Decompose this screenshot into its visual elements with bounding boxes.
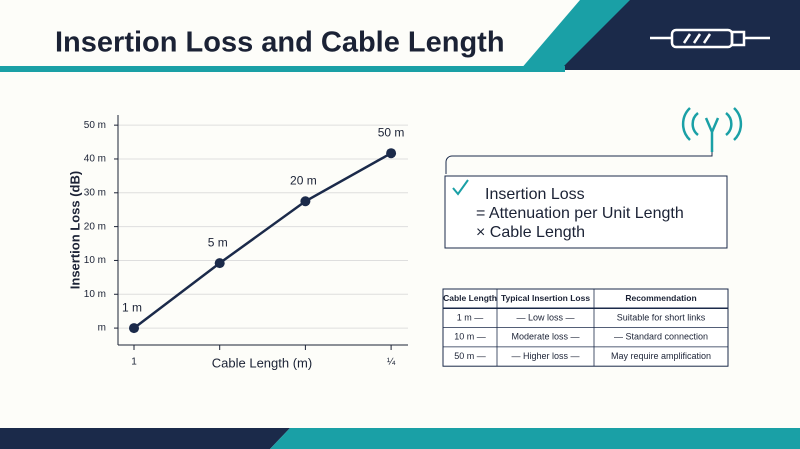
y-tick-label: 40 m [84,154,106,165]
table-cell: 1 m — [457,312,484,322]
footer-dark [0,428,290,449]
header-rule [0,66,565,72]
point-label: 50 m [378,125,405,139]
cable-icon [650,28,770,49]
title: Insertion Loss and Cable Length [55,27,505,59]
point [214,258,225,269]
table-cell: Suitable for short links [617,312,706,322]
table-cell: May require amplification [611,351,711,361]
y-axis-label: Insertion Loss (dB) [67,171,82,289]
table: Cable Length Typical Insertion Loss Recomm… [442,288,729,367]
y-tick-label: 10 m [84,289,106,300]
point [300,196,311,207]
point [386,148,397,159]
chart: Insertion Loss (dB) Cable Length (m) m 10… [67,115,408,370]
table-cell: Moderate loss — [511,332,579,342]
table-cell: — Standard connection [614,332,708,342]
point-label: 1 m [122,300,142,314]
x-axis-label: Cable Length (m) [212,355,312,370]
column-header: Recommendation [625,293,696,303]
x-tick-label: ¼ [387,356,396,368]
x-tick-label: 1 [131,357,137,368]
antenna-icon [681,107,743,152]
formula-line: = Attenuation per Unit Length [476,205,684,222]
column-header: Cable Length [443,293,497,303]
table-cell: 10 m — [454,332,486,342]
column-header: Typical Insertion Loss [501,293,590,303]
y-tick-label: 30 m [84,187,106,198]
y-tick-label: m [98,323,106,334]
y-tick-label: 10 m [84,255,106,266]
y-tick-label: 50 m [84,120,106,131]
point-label: 5 m [208,235,228,249]
formula-line: Insertion Loss [485,186,585,203]
table-cell: 50 m — [454,351,486,361]
table-cell: — Low loss — [516,312,574,322]
connector-line [445,152,713,174]
footer-accent [270,428,800,449]
formula-box [444,175,728,249]
point [129,323,139,334]
formula-line: × Cable Length [476,224,585,241]
header-dark-accent [560,0,800,70]
line [133,152,392,330]
check-icon [452,179,469,196]
table-cell: — Higher loss — [511,351,579,361]
y-tick-label: 20 m [84,221,106,232]
point-label: 20 m [290,173,317,187]
